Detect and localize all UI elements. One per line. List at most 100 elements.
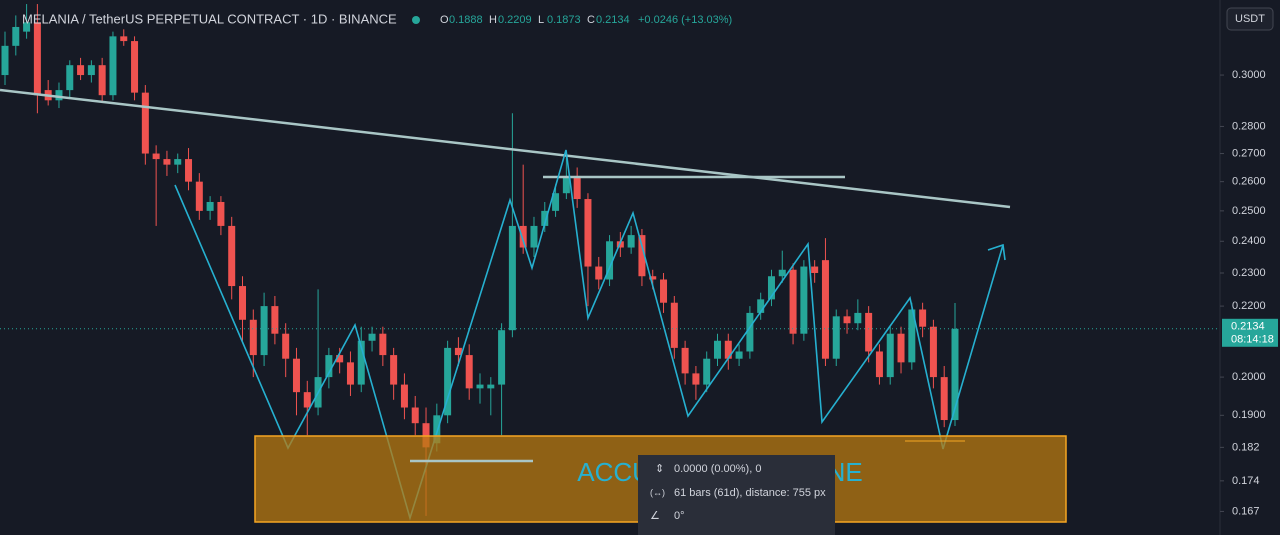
tooltip-icon: (↔) — [650, 487, 665, 497]
candle-body — [919, 309, 927, 327]
chart-title: MELANIA / TetherUS PERPETUAL CONTRACT · … — [22, 11, 397, 26]
tooltip: ⇕ (↔) ∠ 0.0000 (0.00%), 0 61 bars (61d),… — [638, 455, 835, 535]
candle-body — [185, 159, 193, 182]
candle-body — [660, 279, 668, 303]
candle-body — [336, 355, 344, 363]
candle-body — [152, 153, 160, 160]
candle-body — [55, 90, 63, 101]
y-tick-label: 0.2800 — [1232, 120, 1266, 132]
candle-body — [444, 347, 452, 416]
candle-body — [260, 306, 268, 356]
candle-body — [606, 241, 614, 280]
candle-body — [692, 373, 700, 385]
candle-body — [271, 306, 279, 334]
candle-body — [325, 355, 333, 378]
y-tick-label: 0.2400 — [1232, 235, 1266, 247]
candle-body — [519, 225, 527, 248]
candle-body — [303, 392, 311, 408]
tooltip-box — [638, 455, 835, 535]
ohlc-prefix: H — [489, 14, 497, 26]
candle-body — [562, 175, 570, 194]
ohlc-value: 0.2209 — [498, 14, 532, 26]
candle-body — [292, 358, 300, 393]
candle-body — [670, 302, 678, 348]
y-tick-label: 0.167 — [1232, 505, 1260, 517]
candle-body — [487, 384, 495, 389]
candle-body — [206, 201, 214, 211]
y-tick-label: 0.1900 — [1232, 409, 1266, 421]
zigzag-path — [174, 149, 1004, 521]
candle-body — [379, 333, 387, 356]
candle-body — [390, 355, 398, 385]
candle-body — [757, 299, 765, 313]
candle-body — [174, 159, 182, 165]
candle-body — [77, 65, 85, 76]
candle-body — [411, 407, 419, 424]
candle-body — [282, 333, 290, 359]
arrow-head — [987, 243, 1006, 261]
candle-body — [195, 181, 203, 211]
candle-body — [163, 159, 171, 165]
currency-button[interactable] — [1226, 7, 1274, 31]
y-tick-label: 0.174 — [1232, 475, 1260, 487]
tooltip-icon: ∠ — [650, 510, 660, 522]
ohlc-value: 0.2134 — [596, 14, 630, 26]
y-tick-label: 0.2700 — [1232, 147, 1266, 159]
candle-body — [875, 351, 883, 378]
y-axis: 0.3000 0.2800 0.2700 0.2600 0.2500 0.2400 0.23… — [1220, 69, 1278, 517]
candle-body — [400, 384, 408, 408]
candle-body — [498, 330, 506, 385]
candle-body — [508, 225, 516, 331]
candle-body — [357, 340, 365, 385]
candle-body — [66, 65, 74, 91]
candle-body — [465, 355, 473, 389]
candle-body — [131, 41, 139, 93]
candle-body — [897, 333, 905, 363]
change-label: +0.0246 (+13.03%) — [638, 14, 732, 26]
countdown-label: 08:14:18 — [1231, 334, 1274, 346]
candle-body — [217, 201, 225, 226]
price-label: 0.2134 — [1231, 321, 1265, 333]
candle-body — [476, 384, 484, 389]
candle-body — [778, 269, 786, 277]
candle-body — [854, 312, 862, 324]
trend-line — [0, 88, 1011, 209]
candle-body — [120, 36, 128, 42]
candle-body — [649, 276, 657, 280]
candle-body — [433, 415, 441, 444]
y-tick-label: 0.2300 — [1232, 267, 1266, 279]
currency-label[interactable]: USDT — [1235, 13, 1265, 25]
candles — [0, 4, 1220, 516]
candle-body — [98, 65, 106, 96]
candle-body — [843, 316, 851, 324]
candle-body — [541, 210, 549, 226]
candle-body — [821, 260, 829, 359]
candle-body — [746, 312, 754, 352]
candle-body — [886, 333, 894, 378]
tooltip-text: 61 bars (61d), distance: 755 px — [674, 487, 826, 499]
status-dot — [412, 16, 420, 24]
candle-body — [703, 358, 711, 385]
price-badge — [1222, 318, 1278, 347]
candle-body — [87, 65, 95, 76]
candle-body — [638, 235, 646, 277]
candle-body — [714, 340, 721, 359]
ohlc-prefix: L — [538, 14, 544, 26]
candle-body — [228, 225, 236, 287]
ohlc-prefix: O — [440, 14, 449, 26]
candle-body — [368, 333, 376, 341]
candle-body — [33, 22, 41, 96]
candle-body — [23, 22, 31, 32]
candle-body — [951, 328, 959, 421]
candle-body — [908, 309, 916, 363]
candle-body — [552, 193, 560, 211]
candle-body — [681, 347, 689, 374]
tooltip-text: 0.0000 (0.00%), 0 — [674, 463, 761, 475]
candle-body — [811, 266, 819, 273]
candle-body — [12, 26, 20, 46]
candle-body — [239, 286, 246, 320]
y-tick-label: 0.2500 — [1232, 205, 1266, 217]
candle-body — [627, 235, 635, 248]
candle-body — [767, 276, 775, 300]
